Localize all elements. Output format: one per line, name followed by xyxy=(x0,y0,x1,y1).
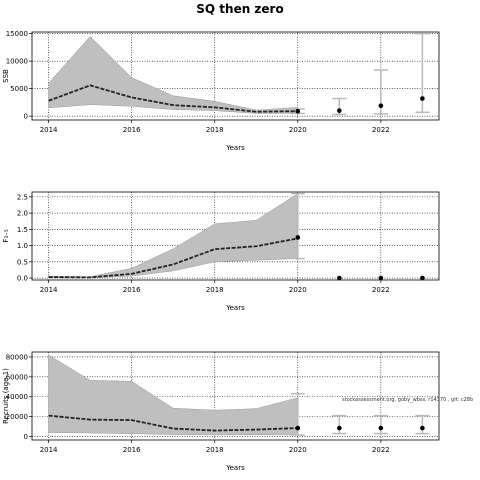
x-tick-label: 2016 xyxy=(123,126,141,134)
y-axis-label: Recruits (age 1) xyxy=(2,368,10,424)
plot-frame xyxy=(31,351,440,441)
x-axis-label: Years xyxy=(225,144,245,152)
x-tick-label: 2014 xyxy=(40,446,58,454)
confidence-band xyxy=(48,354,299,436)
x-tick-label: 2020 xyxy=(289,286,307,294)
projection-point xyxy=(420,96,425,101)
projection-point xyxy=(337,275,342,281)
y-tick-label: 5000 xyxy=(10,85,28,93)
x-tick-label: 2016 xyxy=(123,446,141,454)
y-tick-label: 0 xyxy=(24,433,28,441)
projection-point xyxy=(420,275,425,281)
x-tick-label: 2018 xyxy=(206,446,224,454)
projection-point xyxy=(378,103,384,108)
x-tick-label: 2022 xyxy=(372,286,390,294)
x-tick-label: 2014 xyxy=(40,286,58,294)
y-tick-label: 0.5 xyxy=(17,258,28,266)
plot-frame xyxy=(31,31,440,121)
y-tick-label: 0 xyxy=(24,113,28,121)
x-axis-label: Years xyxy=(225,464,245,472)
assessment-annotation: stockassessment.org, goby_wbss, r14370 ,… xyxy=(342,397,473,403)
y-tick-label: 2.5 xyxy=(17,193,28,201)
confidence-band xyxy=(48,36,299,114)
y-axis-label: SSB xyxy=(2,69,10,83)
x-tick-label: 2018 xyxy=(206,286,224,294)
median-line xyxy=(48,84,298,113)
y-axis-label: F₃₋₅ xyxy=(2,229,10,243)
x-axis-label: Years xyxy=(225,304,245,312)
projection-point xyxy=(378,425,384,431)
projection-point xyxy=(378,275,384,281)
chart-title: SQ then zero xyxy=(196,2,284,16)
projection-point xyxy=(337,425,342,431)
projection-point xyxy=(295,108,301,114)
ssb-panel: 2014 2016 2018 2020 2022 0 5000 10000 15000 Years… xyxy=(2,30,440,152)
y-tick-label: 20000 xyxy=(6,413,28,421)
y-tick-label: 10000 xyxy=(6,58,28,66)
x-tick-label: 2020 xyxy=(289,126,307,134)
x-tick-label: 2022 xyxy=(372,446,390,454)
plot-frame xyxy=(31,191,440,281)
y-tick-label: 60000 xyxy=(6,373,28,381)
x-tick-label: 2014 xyxy=(40,126,58,134)
projection-point xyxy=(295,235,301,240)
x-tick-label: 2022 xyxy=(372,126,390,134)
y-tick-label: 0.0 xyxy=(17,275,28,283)
x-tick-label: 2018 xyxy=(206,126,224,134)
y-tick-label: 1.5 xyxy=(17,226,28,234)
y-tick-label: 80000 xyxy=(6,353,28,361)
projection-point xyxy=(337,108,342,113)
y-tick-label: 2.0 xyxy=(17,210,28,218)
projection-point xyxy=(420,425,425,431)
median-line xyxy=(48,237,298,279)
confidence-band xyxy=(48,193,299,278)
f-panel: 2014 2016 2018 2020 2022 0.0 0.5 1.0 1.5 2.0 2.5 Ye… xyxy=(2,191,440,312)
median-line xyxy=(48,414,298,432)
recruits-panel: 2014 2016 2018 2020 2022 0 20000 40000 60000 8000… xyxy=(2,351,473,472)
x-tick-label: 2016 xyxy=(123,286,141,294)
y-tick-label: 15000 xyxy=(6,30,28,38)
y-tick-label: 1.0 xyxy=(17,242,28,250)
x-tick-label: 2020 xyxy=(289,446,307,454)
y-tick-label: 40000 xyxy=(6,393,28,401)
projection-point xyxy=(295,425,301,431)
